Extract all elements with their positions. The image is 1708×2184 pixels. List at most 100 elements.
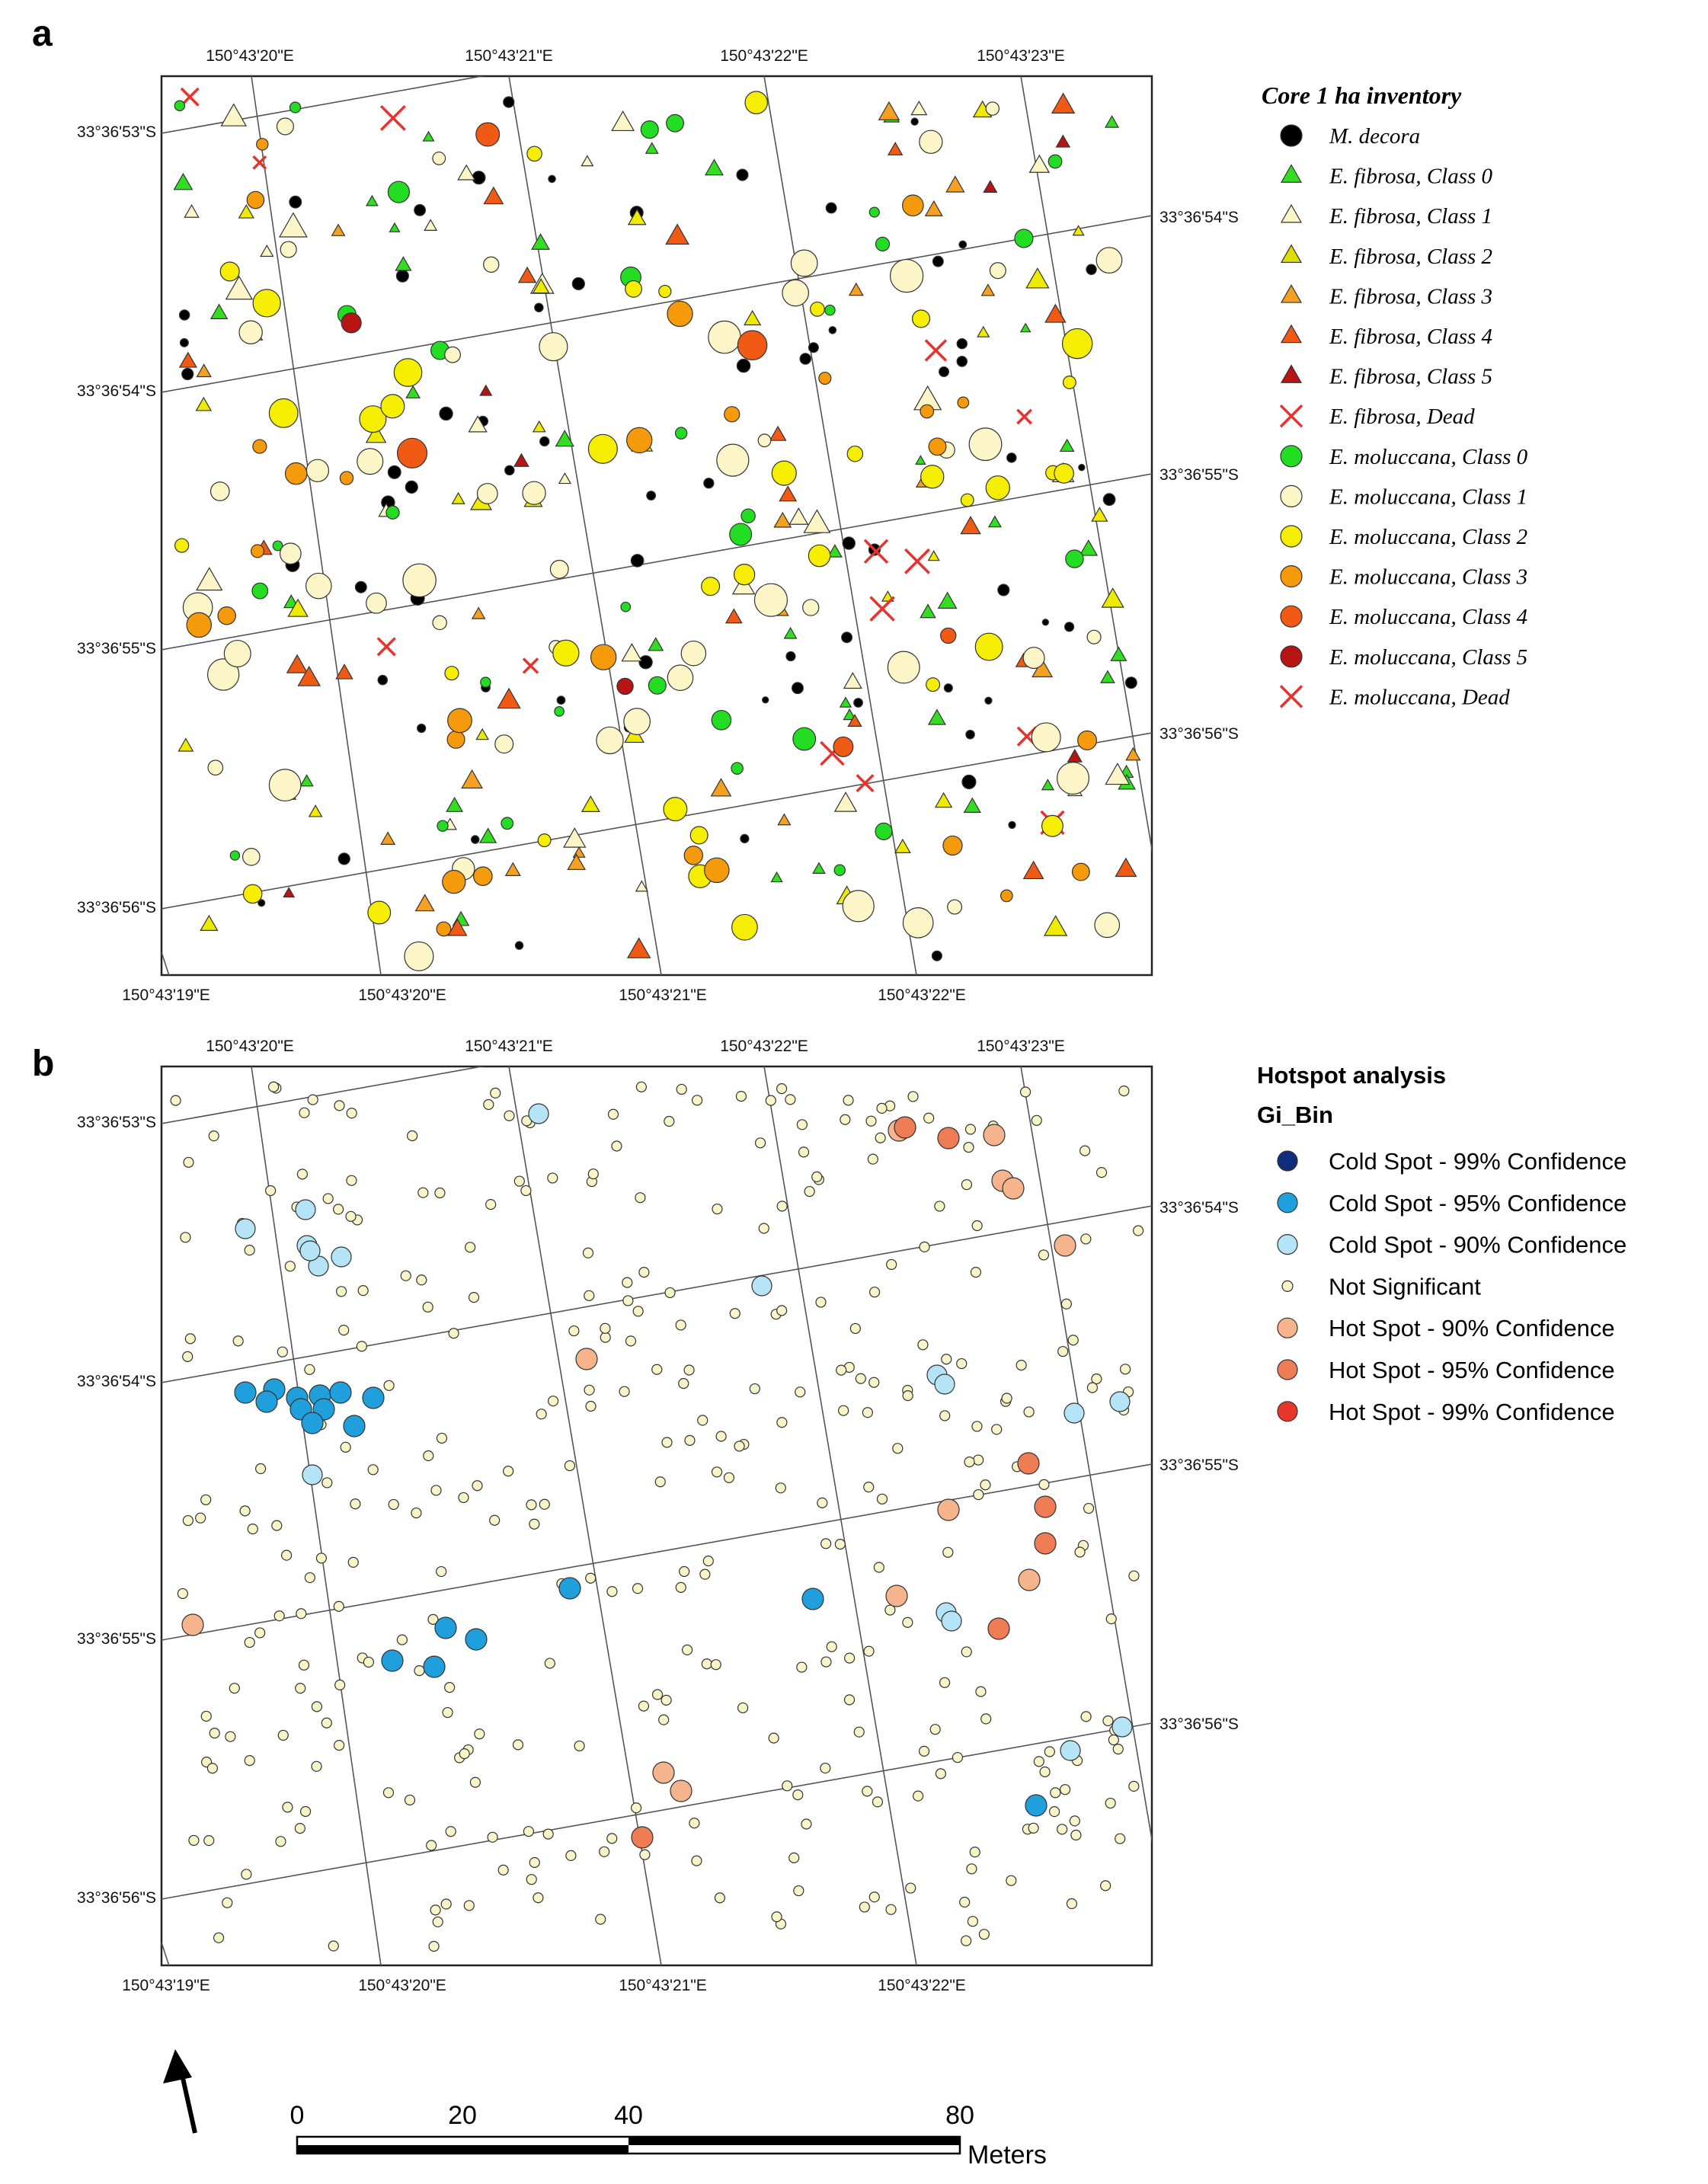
pb-left-lat-1: 33°36'53"S: [77, 1114, 156, 1131]
hotspot-point-not-significant: [282, 1802, 293, 1813]
hotspot-point-not-significant: [299, 1805, 312, 1818]
hotspot-point-not-significant: [1069, 1815, 1080, 1827]
hotspot-point-not-significant: [607, 1108, 619, 1120]
hotspot-point-not-significant: [281, 1549, 293, 1561]
tree-point: [919, 130, 943, 154]
hotspot-point-not-significant: [296, 1608, 307, 1620]
tree-point: [257, 899, 266, 907]
hotspot-point-not-significant: [504, 1110, 515, 1121]
hotspot-point-not-significant: [523, 1826, 535, 1837]
tree-point: [552, 639, 580, 667]
hotspot-point-not-significant: [428, 1940, 440, 1952]
hotspot-point-not-significant: [868, 1287, 881, 1298]
hotspot-point-not-significant: [971, 1421, 983, 1432]
tree-point: [501, 817, 514, 830]
tree-point: [802, 599, 820, 616]
hotspot-point-not-significant: [1115, 1833, 1126, 1844]
pa-left-lat-1: 33°36'53"S: [77, 123, 156, 141]
tree-point: [354, 580, 367, 593]
hotspot-point-not-significant: [1080, 1233, 1092, 1245]
hotspot-point-not-significant: [959, 1896, 971, 1908]
tree-point: [1102, 493, 1116, 507]
hotspot-point-not-significant: [973, 1454, 984, 1466]
hotspot-point-not-significant: [350, 1498, 361, 1510]
hotspot-point-not-significant: [758, 1223, 769, 1234]
legend-symbol-5: [1280, 324, 1303, 344]
hotspot-point-not-significant: [180, 1232, 191, 1243]
tree-point: [841, 632, 853, 644]
pa-top-lon-2: 150°43'21"E: [465, 47, 553, 65]
graticule-meridian: [1020, 1066, 1152, 1843]
hotspot-point-cold-90: [1060, 1740, 1081, 1761]
hotspot-point-not-significant: [1006, 1875, 1017, 1886]
hotspot-point-not-significant: [1091, 1373, 1102, 1385]
hotspot-point-cold-90: [1111, 1716, 1133, 1738]
tree-point: [997, 584, 1010, 596]
tree-point: [1105, 115, 1120, 128]
pa-bottom-lon-1: 150°43'19"E: [122, 986, 210, 1004]
hotspot-point-not-significant: [651, 1689, 664, 1700]
tree-point: [833, 736, 854, 757]
tree-point: [753, 583, 788, 617]
tree-point: [242, 848, 261, 866]
hotspot-point-not-significant: [859, 1901, 870, 1913]
hotspot-point-not-significant: [417, 1187, 429, 1198]
hotspot-point-not-significant: [963, 1141, 974, 1153]
hotspot-point-not-significant: [427, 1613, 439, 1625]
tree-point: [626, 427, 653, 454]
hotspot-point-not-significant: [338, 1325, 350, 1336]
hotspot-point-not-significant: [345, 1210, 357, 1222]
tree-point: [869, 596, 895, 622]
tree-point: [1048, 154, 1063, 169]
tree-point: [1125, 747, 1141, 761]
hotspot-point-not-significant: [1050, 1787, 1061, 1799]
tree-point: [785, 651, 796, 662]
hotspot-point-not-significant: [430, 1904, 441, 1916]
tree-point: [571, 277, 585, 291]
hotspot-point-not-significant: [340, 1441, 351, 1453]
tree-point: [926, 677, 941, 692]
hotspot-point-not-significant: [918, 1745, 930, 1757]
hotspot-point-not-significant: [776, 1083, 788, 1095]
hotspot-point-not-significant: [177, 1588, 188, 1600]
tree-point: [842, 536, 856, 550]
pa-left-lat-3: 33°36'55"S: [77, 640, 156, 657]
hotspot-point-not-significant: [820, 1762, 831, 1774]
hotspot-point-not-significant: [284, 1261, 296, 1272]
hotspot-point-not-significant: [1057, 1345, 1069, 1357]
tree-point: [417, 723, 427, 734]
tree-point: [658, 284, 672, 299]
tree-point: [1065, 549, 1084, 568]
hotspot-point-not-significant: [1016, 1360, 1027, 1371]
tree-point: [439, 406, 453, 421]
hotspot-point-not-significant: [547, 1172, 558, 1184]
scale-bar-segment-2: [629, 2137, 960, 2145]
tree-point: [674, 427, 688, 440]
legend-symbol-4: [1277, 1317, 1298, 1338]
hotspot-point-not-significant: [183, 1156, 194, 1168]
hotspot-point-not-significant: [299, 1107, 310, 1118]
tree-point: [1067, 748, 1083, 763]
hotspot-point-not-significant: [820, 1656, 832, 1668]
hotspot-point-not-significant: [474, 1728, 485, 1740]
hotspot-point-not-significant: [416, 1274, 427, 1286]
hotspot-point-cold-90: [941, 1610, 962, 1632]
tree-point: [367, 900, 392, 925]
legend-symbol-12: [1280, 605, 1303, 628]
tree-point: [736, 168, 749, 181]
tree-point: [268, 769, 302, 802]
tree-point: [514, 941, 524, 950]
hotspot-point-cold-95: [434, 1616, 457, 1639]
hotspot-point-not-significant: [964, 1124, 977, 1135]
hotspot-point-cold-95: [465, 1628, 488, 1651]
tree-point: [1077, 730, 1098, 750]
tree-point: [283, 887, 296, 898]
tree-point: [924, 339, 948, 362]
hotspot-point-not-significant: [336, 1286, 347, 1297]
tree-point: [278, 212, 308, 238]
tree-point: [920, 603, 936, 619]
hotspot-point-not-significant: [941, 1354, 952, 1365]
tree-point: [534, 302, 544, 313]
tree-point: [308, 804, 323, 817]
hotspot-point-not-significant: [689, 1818, 700, 1829]
